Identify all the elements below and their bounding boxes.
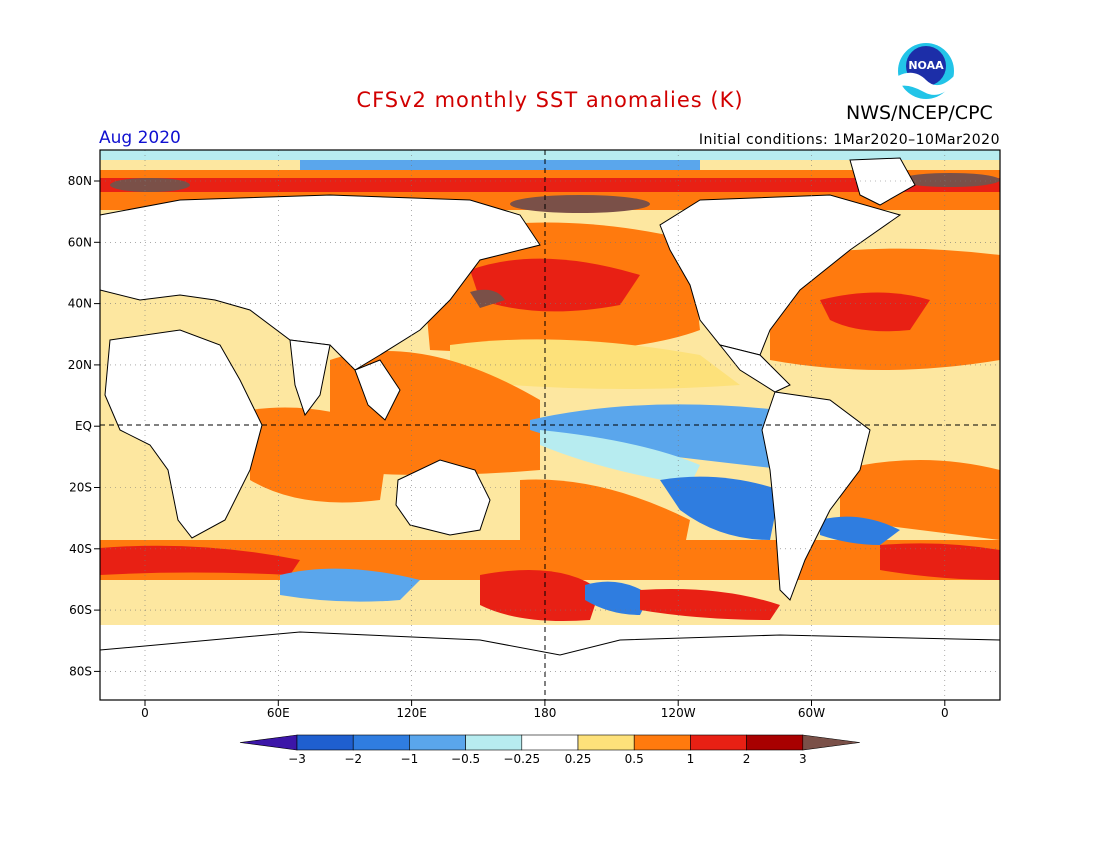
lat-label: 80N [68,174,92,188]
lon-label: 180 [533,706,556,720]
continents [99,157,1001,701]
lon-label: 60E [267,706,290,720]
noaa-logo: NOAA [898,43,954,99]
anomaly-npac-strong [470,258,640,312]
colorbar: −3 −2 −1 −0.5 −0.25 0.25 0.5 1 2 3 [239,734,860,766]
lat-label: 40S [69,542,92,556]
colorbar-label: −1 [401,752,419,766]
anomaly-sepac-cold [660,476,780,540]
forecast-month: Aug 2020 [99,128,181,148]
lon-label: 120W [661,706,696,720]
graticule [100,150,1000,700]
colorbar-upper-arrow [802,734,860,751]
colorbar-label: −2 [344,752,362,766]
greenland [849,157,916,206]
lat-label: 20S [69,481,92,495]
anomaly-arctic-pale [100,150,1000,160]
agency-label: NWS/NCEP/CPC [846,102,993,124]
anomaly-arctic-strong [100,178,1000,192]
colorbar-label: 1 [687,752,695,766]
colorbar-label: 0.5 [625,752,644,766]
eurasia [99,194,541,371]
colorbar-bin [633,734,691,751]
lat-label: 40N [68,297,92,311]
lat-label: 60S [69,603,92,617]
southeast-asia [354,359,401,421]
colorbar-bin [577,734,635,751]
anomaly-natl-strong [820,292,930,332]
longitude-labels: 0 60E 120E 180 120W 60W 0 [141,700,949,720]
map-frame [99,149,1001,701]
central-america [718,344,791,393]
south-america [761,391,871,601]
lon-label: 0 [141,706,149,720]
anomaly-so-warm-3 [640,589,780,620]
noaa-logo-text: NOAA [908,59,944,72]
colorbar-bin [521,734,579,751]
initial-conditions: Initial conditions: 1Mar2020–10Mar2020 [698,132,1000,148]
colorbar-label: 0.25 [565,752,592,766]
lat-label: 20N [68,358,92,372]
anomaly-npac-hot [470,289,505,308]
colorbar-label: −3 [288,752,306,766]
africa [104,329,263,539]
colorbar-bin [352,734,410,751]
colorbar-bin [690,734,747,751]
anomaly-so-strong-2 [880,543,1000,580]
colorbar-lower-arrow [239,734,298,751]
anomaly-satl-mixed [840,460,1000,540]
anomaly-indian-warm [250,407,390,503]
latitude-labels: 80N 60N 40N 20N EQ 20S 40S 60S 80S [68,174,100,678]
anomaly-enso-cold [530,404,790,470]
colorbar-bin [465,734,523,751]
lat-label: EQ [75,419,92,433]
australia [395,459,491,536]
colorbar-label: 2 [743,752,751,766]
lon-label: 60W [798,706,825,720]
anomaly-so-strong-1 [100,545,300,575]
colorbar-bin [746,734,804,751]
anomaly-arctic-hot-2 [110,178,190,192]
chart-title: CFSv2 monthly SST anomalies (K) [356,88,744,112]
lat-label: 60N [68,235,92,249]
anomaly-npac-light [450,339,740,389]
colorbar-label: −0.5 [451,752,480,766]
anomaly-so-cold-1 [280,568,420,602]
anomaly-arctic-hot-3 [900,173,1000,187]
india [289,339,331,417]
lon-label: 0 [941,706,949,720]
colorbar-bin [409,734,466,751]
colorbar-label: 3 [799,752,807,766]
lat-label: 80S [69,664,92,678]
anomaly-so-warm-2 [480,570,600,621]
anomaly-satl-cold [820,516,900,545]
anomaly-enso-cool [540,430,700,485]
colorbar-label: −0.25 [503,752,540,766]
anomaly-arctic-hot-1 [510,195,650,213]
anomaly-so-cold-2 [585,581,650,615]
colorbar-bin [296,734,354,751]
lon-label: 120E [396,706,427,720]
